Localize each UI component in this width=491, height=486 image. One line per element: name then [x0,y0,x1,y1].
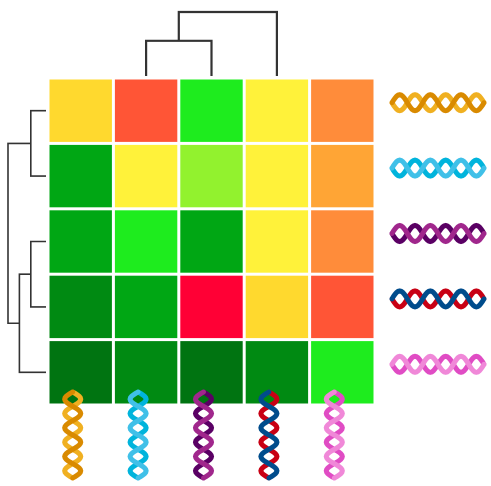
heatmap-cell [311,275,374,339]
heatmap-cell [49,79,112,142]
heatmap-cell [180,341,243,404]
heatmap-cell [180,144,243,208]
heatmap-cell [311,210,374,273]
heatmap-cell [245,144,309,208]
dna-helix-icon [127,389,149,481]
heatmap-cell [245,275,309,339]
heatmap-grid [47,77,376,406]
dendrogram-branch [177,10,278,76]
heatmap-cell [114,275,178,339]
dendrogram-branch [30,240,46,308]
dna-helix-icon [389,288,487,310]
heatmap-cell [114,341,178,404]
row-dendrogram [7,109,46,374]
dna-helix-icon [389,92,487,114]
heatmap-cell [114,210,178,273]
heatmap-cell [180,275,243,339]
heatmap-cell [49,210,112,273]
column-dna-icons [62,389,345,481]
heatmap-cell [49,275,112,339]
heatmap-cell [49,341,112,404]
heatmap-cell [114,144,178,208]
column-dendrogram [145,10,278,76]
row-dna-icons [389,92,487,375]
dna-helix-icon [389,222,487,245]
heatmap-cell [311,79,374,142]
dna-helix-icon [258,389,280,481]
heatmap-cell [180,210,243,273]
dendrogram-branch [30,109,46,177]
dna-helix-icon [62,389,84,481]
dendrogram-branch [7,142,31,325]
dna-helix-icon [323,389,345,481]
heatmap-cell [311,341,374,404]
dendrogram-branch [18,273,46,374]
heatmap-cell [245,79,309,142]
dna-helix-icon [389,157,487,179]
heatmap-cell [245,210,309,273]
dna-helix-icon [192,389,215,481]
heatmap-cell [311,144,374,208]
heatmap-cell [49,144,112,208]
dna-helix-icon [389,353,487,375]
heatmap-cell [114,79,178,142]
heatmap-cell [180,79,243,142]
heatmap-cell [245,341,309,404]
dendrogram-branch [145,39,213,76]
